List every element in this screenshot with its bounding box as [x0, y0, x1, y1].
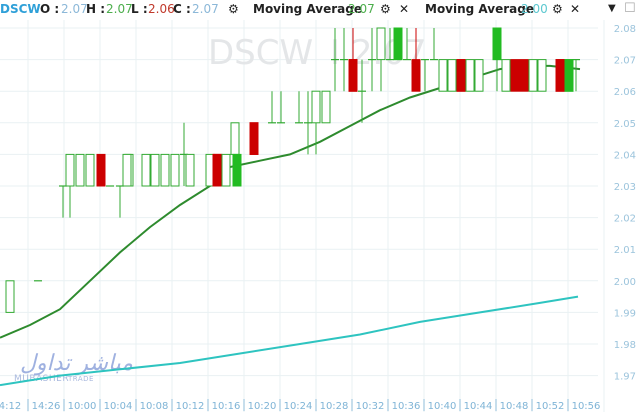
ma1-close-icon[interactable]: ✕ [399, 2, 410, 16]
y-tick-label: 1.97 [614, 372, 636, 383]
candlestick-series [5, 27, 580, 313]
ma1-settings-gear-icon-2[interactable]: ⚙ [380, 2, 391, 16]
y-tick-label: 2.00 [614, 277, 636, 288]
high-value: 2.07 [106, 2, 133, 16]
chart-header: DSCW O : 2.07 H : 2.07 L : 2.06 C : 2.07… [0, 0, 640, 20]
ma2-label: Moving Average [425, 2, 534, 16]
ma2-close-icon[interactable]: ✕ [570, 2, 581, 16]
y-tick-label: 2.08 [614, 24, 636, 35]
ma2-value: 2.00 [521, 2, 548, 16]
x-tick-label: 4:12 [0, 401, 21, 412]
y-tick-label: 2.06 [614, 87, 636, 98]
moving-average-slow-line [0, 295, 579, 387]
open-label: O : [40, 2, 60, 16]
x-tick-label: 10:08 [140, 401, 169, 412]
x-tick-label: 10:56 [572, 401, 601, 412]
high-label: H : [86, 2, 106, 16]
x-tick-label: 10:32 [356, 401, 385, 412]
y-tick-label: 1.99 [614, 308, 636, 319]
maximize-checkbox-icon[interactable]: ☐ [624, 1, 636, 16]
low-value: 2.06 [148, 2, 175, 16]
ma1-label: Moving Average [253, 2, 362, 16]
y-tick-label: 2.03 [614, 182, 636, 193]
x-tick-label: 10:44 [464, 401, 493, 412]
y-tick-label: 2.05 [614, 119, 636, 130]
close-label: C : [173, 2, 191, 16]
x-tick-label: 10:36 [392, 401, 421, 412]
symbol-label[interactable]: DSCW [0, 2, 41, 16]
low-label: L : [131, 2, 148, 16]
svg-text:مباشر تداول: مباشر تداول [20, 351, 133, 376]
x-tick-label: 14:26 [32, 401, 61, 412]
x-tick-label: 10:24 [284, 401, 313, 412]
symbol-watermark: DSCW [208, 33, 313, 73]
y-axis: 2.08 2.07 2.06 2.05 2.04 2.03 2.02 2.01 2.00 1.99… [614, 24, 636, 383]
x-tick-label: 10:28 [320, 401, 349, 412]
x-tick-label: 10:48 [500, 401, 529, 412]
close-value: 2.07 [192, 2, 219, 16]
x-tick-label: 10:04 [104, 401, 133, 412]
y-tick-label: 2.02 [614, 214, 636, 225]
open-value: 2.07 [61, 2, 88, 16]
x-tick-label: 10:52 [536, 401, 565, 412]
y-tick-label: 2.07 [614, 56, 636, 67]
y-tick-label: 2.04 [614, 150, 636, 161]
ma2-settings-gear-icon[interactable]: ⚙ [552, 2, 563, 16]
x-tick-label: 10:40 [428, 401, 457, 412]
x-axis: 4:12 14:26 10:00 10:04 10:08 10:12 10:16 10:20 1… [0, 399, 600, 412]
x-tick-label: 10:12 [176, 401, 205, 412]
y-tick-label: 2.01 [614, 245, 636, 256]
dropdown-arrow-icon[interactable]: ▼ [608, 3, 616, 14]
ma1-settings-gear-icon[interactable]: ⚙ [228, 2, 239, 16]
svg-text:TRADE: TRADE [67, 375, 94, 383]
ma1-value: 2.07 [348, 2, 375, 16]
moving-average-fast-line [0, 64, 581, 339]
x-tick-label: 10:16 [212, 401, 241, 412]
y-tick-label: 1.98 [614, 340, 636, 351]
x-tick-label: 10:00 [68, 401, 97, 412]
x-tick-label: 10:20 [248, 401, 277, 412]
